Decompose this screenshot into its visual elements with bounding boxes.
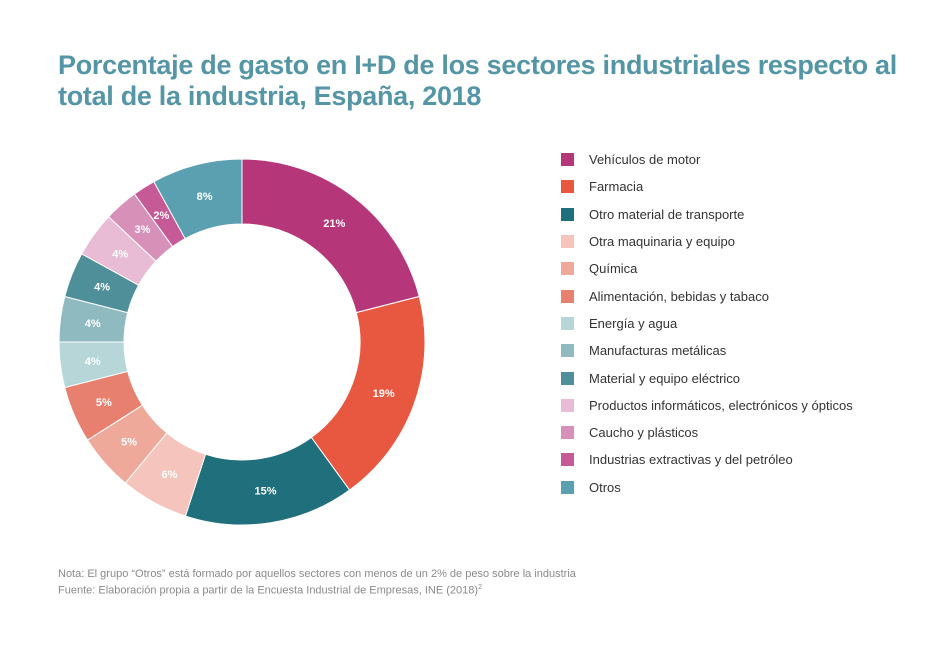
legend-item: Caucho y plásticos [561,419,853,446]
source-line: Fuente: Elaboración propia a partir de l… [58,581,576,598]
legend-label: Industrias extractivas y del petróleo [589,452,793,468]
chart-title-line-1: Porcentaje de gasto en I+D de los sector… [58,50,897,80]
chart-title-line-2: total de la industria, España, 2018 [58,81,482,111]
legend-swatch [561,289,574,303]
slice-data-label: 4% [85,318,101,330]
donut-slice [241,158,420,314]
slice-data-label: 15% [255,486,277,498]
legend-label: Otra maquinaria y equipo [589,234,735,250]
source-superscript: 2 [478,584,482,591]
legend-label: Manufacturas metálicas [589,343,727,359]
legend-item: Productos informáticos, electrónicos y ó… [561,392,853,419]
legend-swatch [561,371,574,385]
legend-item: Otra maquinaria y equipo [561,228,853,255]
legend-label: Energía y agua [589,315,678,331]
legend-swatch [561,235,574,249]
slice-data-label: 4% [94,282,110,294]
slice-data-label: 5% [96,397,112,409]
legend-label: Alimentación, bebidas y tabaco [589,288,769,304]
slice-data-label: 8% [197,191,213,203]
legend-swatch [561,180,574,194]
legend-item: Industrias extractivas y del petróleo [561,446,853,473]
legend-label: Otro material de transporte [589,206,745,222]
legend-label: Otros [589,479,621,495]
slice-data-label: 3% [135,224,151,236]
legend-item: Alimentación, bebidas y tabaco [561,282,853,309]
legend-label: Farmacia [589,179,644,195]
legend-swatch [561,344,574,358]
slice-data-label: 5% [121,437,137,449]
donut-slice [153,158,243,240]
chart-title: Porcentaje de gasto en I+D de los sector… [58,50,918,112]
slice-data-label: 4% [112,249,128,261]
slice-data-label: 21% [323,218,345,230]
legend-swatch [561,316,574,330]
legend-label: Material y equipo eléctrico [589,370,741,386]
legend-label: Caucho y plásticos [589,425,699,441]
legend-swatch [561,426,574,440]
legend-swatch [561,453,574,467]
legend-item: Manufacturas metálicas [561,337,853,364]
slice-data-label: 6% [162,469,178,481]
legend-swatch [561,207,574,221]
slice-data-label: 19% [373,388,395,400]
chart-legend: Vehículos de motor Farmacia Otro material … [561,146,853,501]
donut-chart: 21% 19% 15% 6% 5% 5% 4% 4% 4% 4% 3%2% 8% [58,158,426,526]
legend-swatch [561,153,574,167]
legend-swatch [561,262,574,276]
slice-data-label: 4% [85,356,101,368]
legend-label: Productos informáticos, electrónicos y ó… [589,397,853,413]
legend-item: Material y equipo eléctrico [561,364,853,391]
legend-label: Vehículos de motor [589,152,701,168]
chart-notes: Nota: El grupo “Otros” está formado por … [58,567,576,598]
slice-data-label: 2% [153,210,169,222]
legend-swatch [561,480,574,494]
legend-label: Química [589,261,638,277]
legend-item: Vehículos de motor [561,146,853,173]
legend-item: Otros [561,474,853,501]
legend-item: Química [561,255,853,282]
legend-item: Energía y agua [561,310,853,337]
source-text: Fuente: Elaboración propia a partir de l… [58,584,479,597]
note-text: Nota: El grupo “Otros” está formado por … [58,568,576,580]
legend-item: Otro material de transporte [561,201,853,228]
legend-item: Farmacia [561,173,853,200]
legend-swatch [561,398,574,412]
